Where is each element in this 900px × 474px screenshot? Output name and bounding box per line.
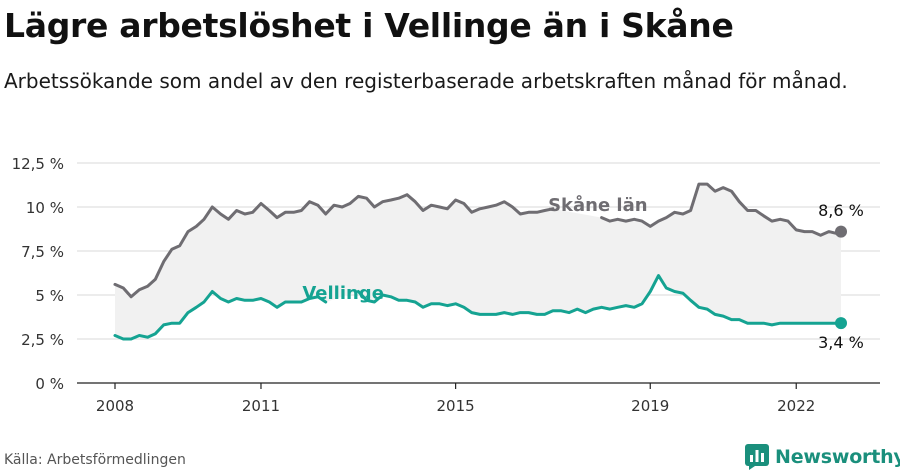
skane-series-line — [113, 182, 843, 299]
vellinge-end-value-label: 3,4 % — [818, 333, 864, 352]
y-tick-label: 2,5 % — [21, 331, 64, 349]
y-tick-label: 12,5 % — [12, 155, 64, 173]
skane-end-point — [835, 225, 847, 238]
x-tick-label: 2019 — [631, 397, 669, 415]
x-tick-label: 2015 — [437, 397, 475, 415]
chart-title: Lägre arbetslöshet i Vellinge än i Skåne — [4, 6, 734, 45]
vellinge-series-line — [113, 274, 843, 341]
newsworthy-logo-icon — [745, 444, 769, 470]
y-tick-label: 7,5 % — [21, 243, 64, 261]
chart-subtitle: Arbetssökande som andel av den registerb… — [4, 69, 848, 93]
source-note: Källa: Arbetsförmedlingen — [4, 452, 186, 468]
vellinge-series-label: Vellinge — [302, 283, 384, 304]
x-tick-label: 2008 — [96, 397, 134, 415]
x-tick-label: 2011 — [242, 397, 280, 415]
brand-logo: Newsworthy — [745, 443, 900, 471]
x-tick-label: 2022 — [777, 397, 815, 415]
y-tick-label: 10 % — [26, 199, 64, 217]
skane-end-value-label: 8,6 % — [818, 201, 864, 220]
y-tick-label: 0 % — [35, 375, 64, 393]
brand-name: Newsworthy — [775, 446, 900, 468]
skane-series-label: Skåne län — [548, 194, 648, 216]
gap-fill-area — [115, 184, 841, 339]
y-tick-label: 5 % — [35, 287, 64, 305]
vellinge-end-point — [835, 317, 847, 330]
